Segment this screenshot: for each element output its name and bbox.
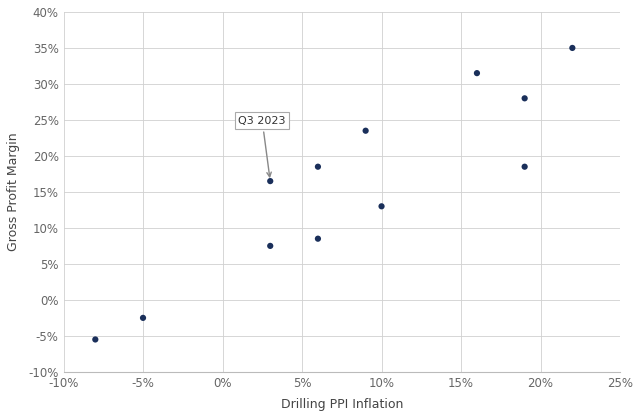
Point (567, 45, 577, 51)
X-axis label: Drilling PPI Inflation: Drilling PPI Inflation (280, 398, 403, 411)
Point (138, 314, 148, 321)
Point (360, 127, 371, 134)
Point (520, 95, 530, 102)
Point (90, 336, 100, 343)
Point (265, 178, 275, 184)
Point (520, 163, 530, 170)
Text: Q3 2023: Q3 2023 (239, 115, 286, 177)
Point (472, 70, 482, 76)
Point (376, 203, 387, 210)
Y-axis label: Gross Profit Margin: Gross Profit Margin (7, 133, 20, 251)
Point (265, 242, 275, 249)
Point (313, 163, 323, 170)
Point (313, 235, 323, 242)
